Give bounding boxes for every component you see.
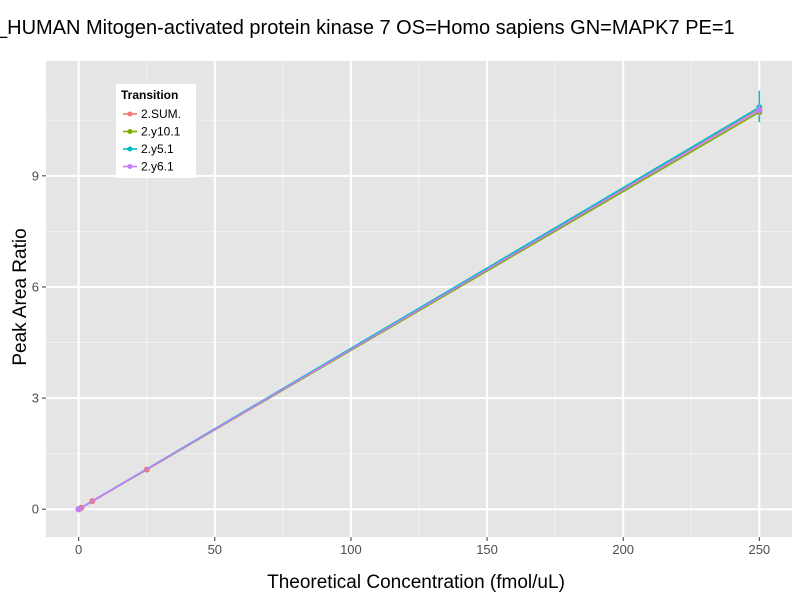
legend-label: 2.y6.1 <box>141 160 174 174</box>
legend-title: Transition <box>121 88 178 102</box>
legend-key-point <box>127 146 133 152</box>
x-tick-label: 250 <box>748 542 770 557</box>
x-tick-label: 200 <box>612 542 634 557</box>
y-tick-label: 9 <box>32 168 39 183</box>
y-tick-label: 3 <box>32 391 39 406</box>
legend-item: 2.SUM. <box>123 107 181 121</box>
series-line <box>78 109 760 510</box>
legend-item: 2.y10.1 <box>123 125 181 139</box>
y-tick-label: 0 <box>32 502 39 517</box>
y-axis-title: Peak Area Ratio <box>10 228 31 365</box>
y-tick-label: 6 <box>32 279 39 294</box>
major-gridlines <box>46 61 792 537</box>
legend-item: 2.y6.1 <box>123 160 174 174</box>
x-tick-label: 50 <box>208 542 222 557</box>
legend: Transition 2.SUM. 2.y10.1 2.y5.1 2.y6.1 <box>116 84 196 178</box>
series-layer <box>75 90 763 513</box>
series-2-y6-1 <box>75 103 763 513</box>
x-axis: 0 50 100 150 200 250 <box>75 537 770 557</box>
legend-key-point <box>127 164 133 169</box>
legend-item: 2.y5.1 <box>123 142 174 156</box>
x-tick-label: 150 <box>476 542 498 557</box>
x-tick-label: 0 <box>75 542 82 557</box>
legend-items: 2.SUM. 2.y10.1 2.y5.1 2.y6.1 <box>123 107 181 174</box>
data-point <box>756 106 763 113</box>
y-axis: 0 3 6 9 <box>32 168 46 517</box>
x-tick-label: 100 <box>340 542 362 557</box>
legend-label: 2.y5.1 <box>141 142 174 156</box>
legend-key-point <box>127 129 133 134</box>
chart-title: _HUMAN Mitogen-activated protein kinase … <box>0 17 735 39</box>
data-point <box>75 506 82 513</box>
x-axis-title: Theoretical Concentration (fmol/uL) <box>267 572 565 593</box>
legend-label: 2.y10.1 <box>141 125 181 139</box>
legend-key-point <box>127 111 133 117</box>
legend-label: 2.SUM. <box>141 107 181 121</box>
